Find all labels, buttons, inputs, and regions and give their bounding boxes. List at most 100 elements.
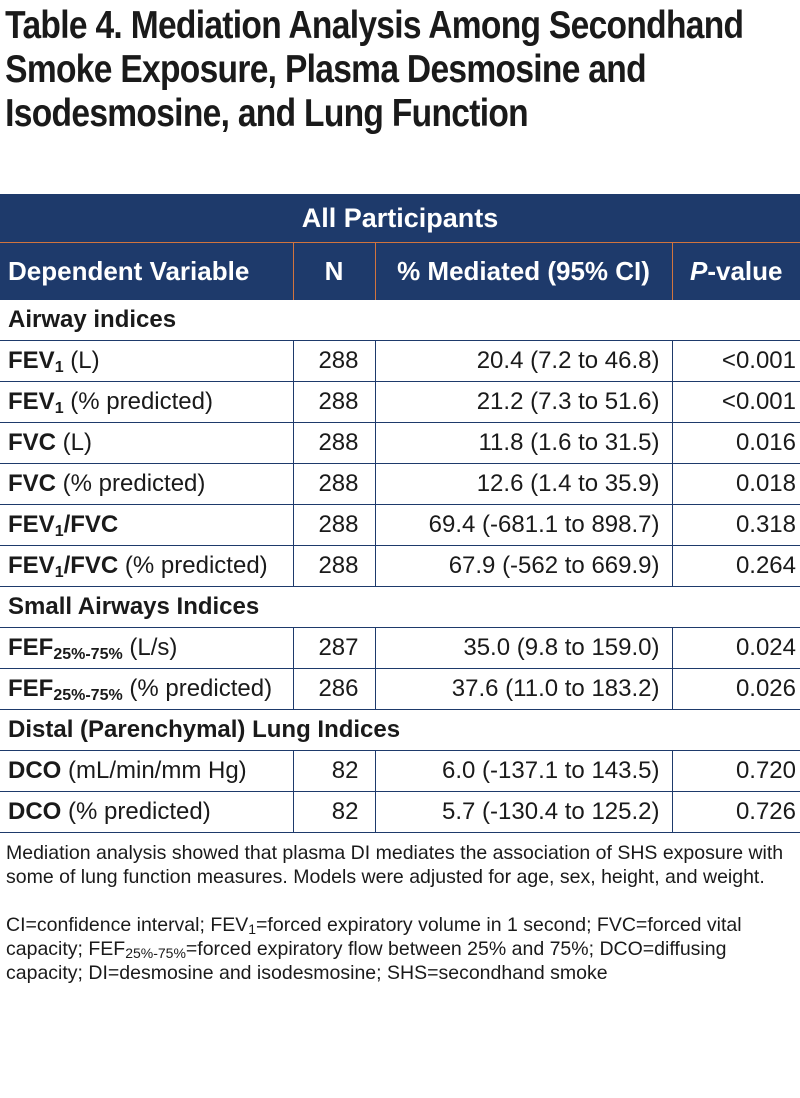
mediation-table: All Participants Dependent Variable N % … (0, 194, 800, 833)
cell-n: 288 (293, 381, 376, 423)
abbr-part-3: =forced expiratory flow between 25% and … (6, 938, 727, 984)
section-row: Distal (Parenchymal) Lung Indices (0, 709, 800, 751)
cell-n: 82 (293, 791, 376, 833)
cell-n: 82 (293, 750, 376, 792)
table-body: All Participants Dependent Variable N % … (0, 194, 800, 833)
cell-percent-mediated: 69.4 (-681.1 to 898.7) (375, 504, 673, 546)
variable-name: FEV1 (8, 388, 64, 417)
abbr-sub-2: 25%-75% (125, 945, 186, 961)
variable-subscript: 1 (54, 523, 64, 540)
variable-subscript: 1 (54, 400, 64, 417)
cell-p-value: 0.026 (672, 668, 800, 710)
variable-unit: (% predicted) (122, 675, 273, 702)
cell-variable: FEV1/FVC (0, 504, 294, 546)
cell-variable: FVC (% predicted) (0, 463, 294, 505)
variable-name-text: DCO (8, 798, 62, 825)
cell-variable: FEV1/FVC (% predicted) (0, 545, 294, 587)
variable-name: FEV1/FVC (8, 552, 119, 581)
variable-unit: (L/s) (122, 634, 178, 661)
table-row: DCO (% predicted) 82 5.7 (-130.4 to 125.2)… (0, 791, 800, 833)
cell-p-value: 0.720 (672, 750, 800, 792)
variable-subscript: 1 (54, 359, 64, 376)
abbr-part-2: =forced expiratory volume in 1 second; F… (6, 914, 742, 960)
cell-n: 287 (293, 627, 376, 669)
cell-variable: DCO (% predicted) (0, 791, 294, 833)
variable-name-text: FEV (8, 347, 55, 374)
section-row: Airway indices (0, 300, 800, 341)
variable-name-text: FEV (8, 511, 55, 538)
variable-name: DCO (8, 757, 61, 784)
cell-percent-mediated: 6.0 (-137.1 to 143.5) (375, 750, 673, 792)
table-row: FEF25%-75% (L/s) 287 35.0 (9.8 to 159.0) 0.… (0, 627, 800, 669)
table-row: FEV1/FVC (% predicted) 288 67.9 (-562 to 6… (0, 545, 800, 587)
cell-n: 288 (293, 340, 376, 382)
header-n: N (293, 242, 376, 300)
variable-subscript: 1 (54, 564, 64, 581)
cell-percent-mediated: 11.8 (1.6 to 31.5) (375, 422, 673, 464)
header-row: Dependent Variable N % Mediated (95% CI)… (0, 242, 800, 300)
variable-name: FEF25%-75% (8, 634, 123, 663)
variable-unit: (mL/min/mm Hg) (61, 757, 247, 784)
cell-percent-mediated: 21.2 (7.3 to 51.6) (375, 381, 673, 423)
cell-p-value: 0.016 (672, 422, 800, 464)
variable-name-text: FEF (8, 675, 54, 702)
section-row: Small Airways Indices (0, 586, 800, 628)
banner-label: All Participants (0, 194, 800, 243)
table-row: FEV1 (% predicted) 288 21.2 (7.3 to 51.6) <… (0, 381, 800, 423)
cell-percent-mediated: 37.6 (11.0 to 183.2) (375, 668, 673, 710)
variable-name-tail: /FVC (63, 552, 119, 579)
table-row: FEF25%-75% (% predicted) 286 37.6 (11.0 to… (0, 668, 800, 710)
variable-unit: (% predicted) (61, 798, 211, 825)
cell-variable: FVC (L) (0, 422, 294, 464)
cell-variable: FEF25%-75% (L/s) (0, 627, 294, 669)
table-row: FEV1/FVC 288 69.4 (-681.1 to 898.7) 0.318 (0, 504, 800, 546)
footnote-note: Mediation analysis showed that plasma DI… (6, 842, 784, 888)
footnote-abbreviations: CI=confidence interval; FEV1=forced expi… (6, 913, 794, 985)
section-label: Distal (Parenchymal) Lung Indices (0, 709, 800, 751)
cell-variable: DCO (mL/min/mm Hg) (0, 750, 294, 792)
variable-unit: (L) (56, 429, 92, 456)
section-label: Airway indices (0, 300, 800, 341)
section-label: Small Airways Indices (0, 586, 800, 628)
cell-variable: FEF25%-75% (% predicted) (0, 668, 294, 710)
variable-name: DCO (8, 798, 61, 825)
cell-variable: FEV1 (% predicted) (0, 381, 294, 423)
cell-n: 288 (293, 504, 376, 546)
variable-name: FEV1 (8, 347, 64, 376)
variable-name-text: FEV (8, 552, 55, 579)
header-p-rest: -value (707, 256, 783, 286)
cell-n: 286 (293, 668, 376, 710)
footnotes: Mediation analysis showed that plasma DI… (0, 833, 800, 985)
table-row: DCO (mL/min/mm Hg) 82 6.0 (-137.1 to 143.5… (0, 750, 800, 792)
header-percent-mediated: % Mediated (95% CI) (375, 242, 673, 300)
cell-p-value: 0.024 (672, 627, 800, 669)
cell-p-value: 0.726 (672, 791, 800, 833)
variable-name-text: FEF (8, 634, 54, 661)
cell-p-value: <0.001 (672, 381, 800, 423)
variable-name: FEF25%-75% (8, 675, 123, 704)
variable-unit: (% predicted) (118, 552, 268, 579)
variable-name-tail: /FVC (63, 511, 119, 538)
cell-p-value: <0.001 (672, 340, 800, 382)
banner-row: All Participants (0, 194, 800, 243)
cell-variable: FEV1 (L) (0, 340, 294, 382)
cell-n: 288 (293, 422, 376, 464)
table-row: FEV1 (L) 288 20.4 (7.2 to 46.8) <0.001 (0, 340, 800, 382)
header-dependent-variable: Dependent Variable (0, 242, 294, 300)
variable-name-text: FVC (8, 429, 56, 456)
variable-name-text: DCO (8, 757, 62, 784)
cell-p-value: 0.264 (672, 545, 800, 587)
cell-p-value: 0.018 (672, 463, 800, 505)
cell-n: 288 (293, 545, 376, 587)
cell-percent-mediated: 12.6 (1.4 to 35.9) (375, 463, 673, 505)
variable-name-text: FEV (8, 388, 55, 415)
variable-unit: (% predicted) (63, 388, 213, 415)
table-row: FVC (L) 288 11.8 (1.6 to 31.5) 0.016 (0, 422, 800, 464)
cell-p-value: 0.318 (672, 504, 800, 546)
cell-percent-mediated: 35.0 (9.8 to 159.0) (375, 627, 673, 669)
cell-n: 288 (293, 463, 376, 505)
variable-name: FEV1/FVC (8, 511, 119, 540)
variable-subscript: 25%-75% (53, 646, 123, 663)
variable-subscript: 25%-75% (53, 687, 123, 704)
